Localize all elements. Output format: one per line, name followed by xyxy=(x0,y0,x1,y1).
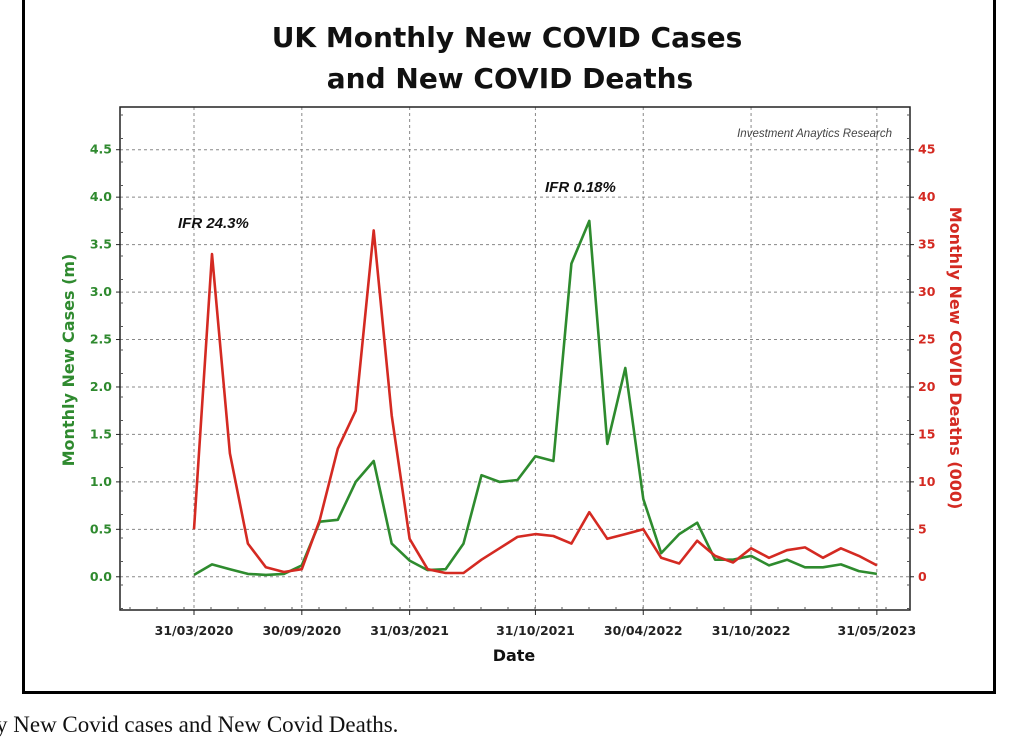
annotation-ifr-2: IFR 0.18% xyxy=(545,179,616,196)
x-tick-label: 31/10/2021 xyxy=(496,623,575,638)
y-left-tick-label: 2.0 xyxy=(90,379,112,394)
watermark: Investment Anaytics Research xyxy=(737,128,892,140)
y-right-tick-label: 5 xyxy=(918,521,927,536)
y-left-tick-label: 2.5 xyxy=(90,332,112,347)
y-right-tick-label: 30 xyxy=(918,284,936,299)
x-tick-label: 31/10/2022 xyxy=(712,623,791,638)
x-tick-label: 31/03/2020 xyxy=(155,623,234,638)
y-right-tick-label: 25 xyxy=(918,332,935,347)
chart-title-line-2: and New COVID Deaths xyxy=(327,62,693,95)
y-left-tick-label: 3.5 xyxy=(90,237,112,252)
x-tick-label: 30/04/2022 xyxy=(604,623,683,638)
annotation-ifr-1: IFR 24.3% xyxy=(178,215,249,232)
y-axis-left-label: Monthly New Cases (m) xyxy=(59,254,78,467)
y-right-tick-label: 10 xyxy=(918,474,936,489)
y-left-tick-label: 3.0 xyxy=(90,284,112,299)
x-tick-label: 30/09/2020 xyxy=(262,623,341,638)
y-right-tick-label: 15 xyxy=(918,426,935,441)
figure-caption: y New Covid cases and New Covid Deaths. xyxy=(0,712,399,737)
y-left-tick-label: 1.5 xyxy=(90,426,112,441)
y-axis-right-label: Monthly New COVID Deaths (000) xyxy=(946,207,965,510)
deaths-line xyxy=(192,229,878,575)
y-right-tick-label: 45 xyxy=(918,142,935,157)
chart-title-line-1: UK Monthly New COVID Cases xyxy=(272,21,743,54)
plot-area-border xyxy=(119,106,911,611)
y-left-tick-label: 4.0 xyxy=(90,189,112,204)
y-left-tick-label: 4.5 xyxy=(90,142,112,157)
y-right-tick-label: 35 xyxy=(918,237,935,252)
figure-frame xyxy=(22,0,996,694)
y-right-tick-label: 20 xyxy=(918,379,936,394)
y-left-tick-label: 0.0 xyxy=(90,569,112,584)
x-axis-label: Date xyxy=(493,646,536,665)
y-right-tick-label: 40 xyxy=(918,189,936,204)
y-left-tick-label: 0.5 xyxy=(90,521,112,536)
x-tick-label: 31/05/2023 xyxy=(838,623,917,638)
x-tick-label: 31/03/2021 xyxy=(370,623,449,638)
y-right-tick-label: 0 xyxy=(918,569,927,584)
y-left-tick-label: 1.0 xyxy=(90,474,112,489)
